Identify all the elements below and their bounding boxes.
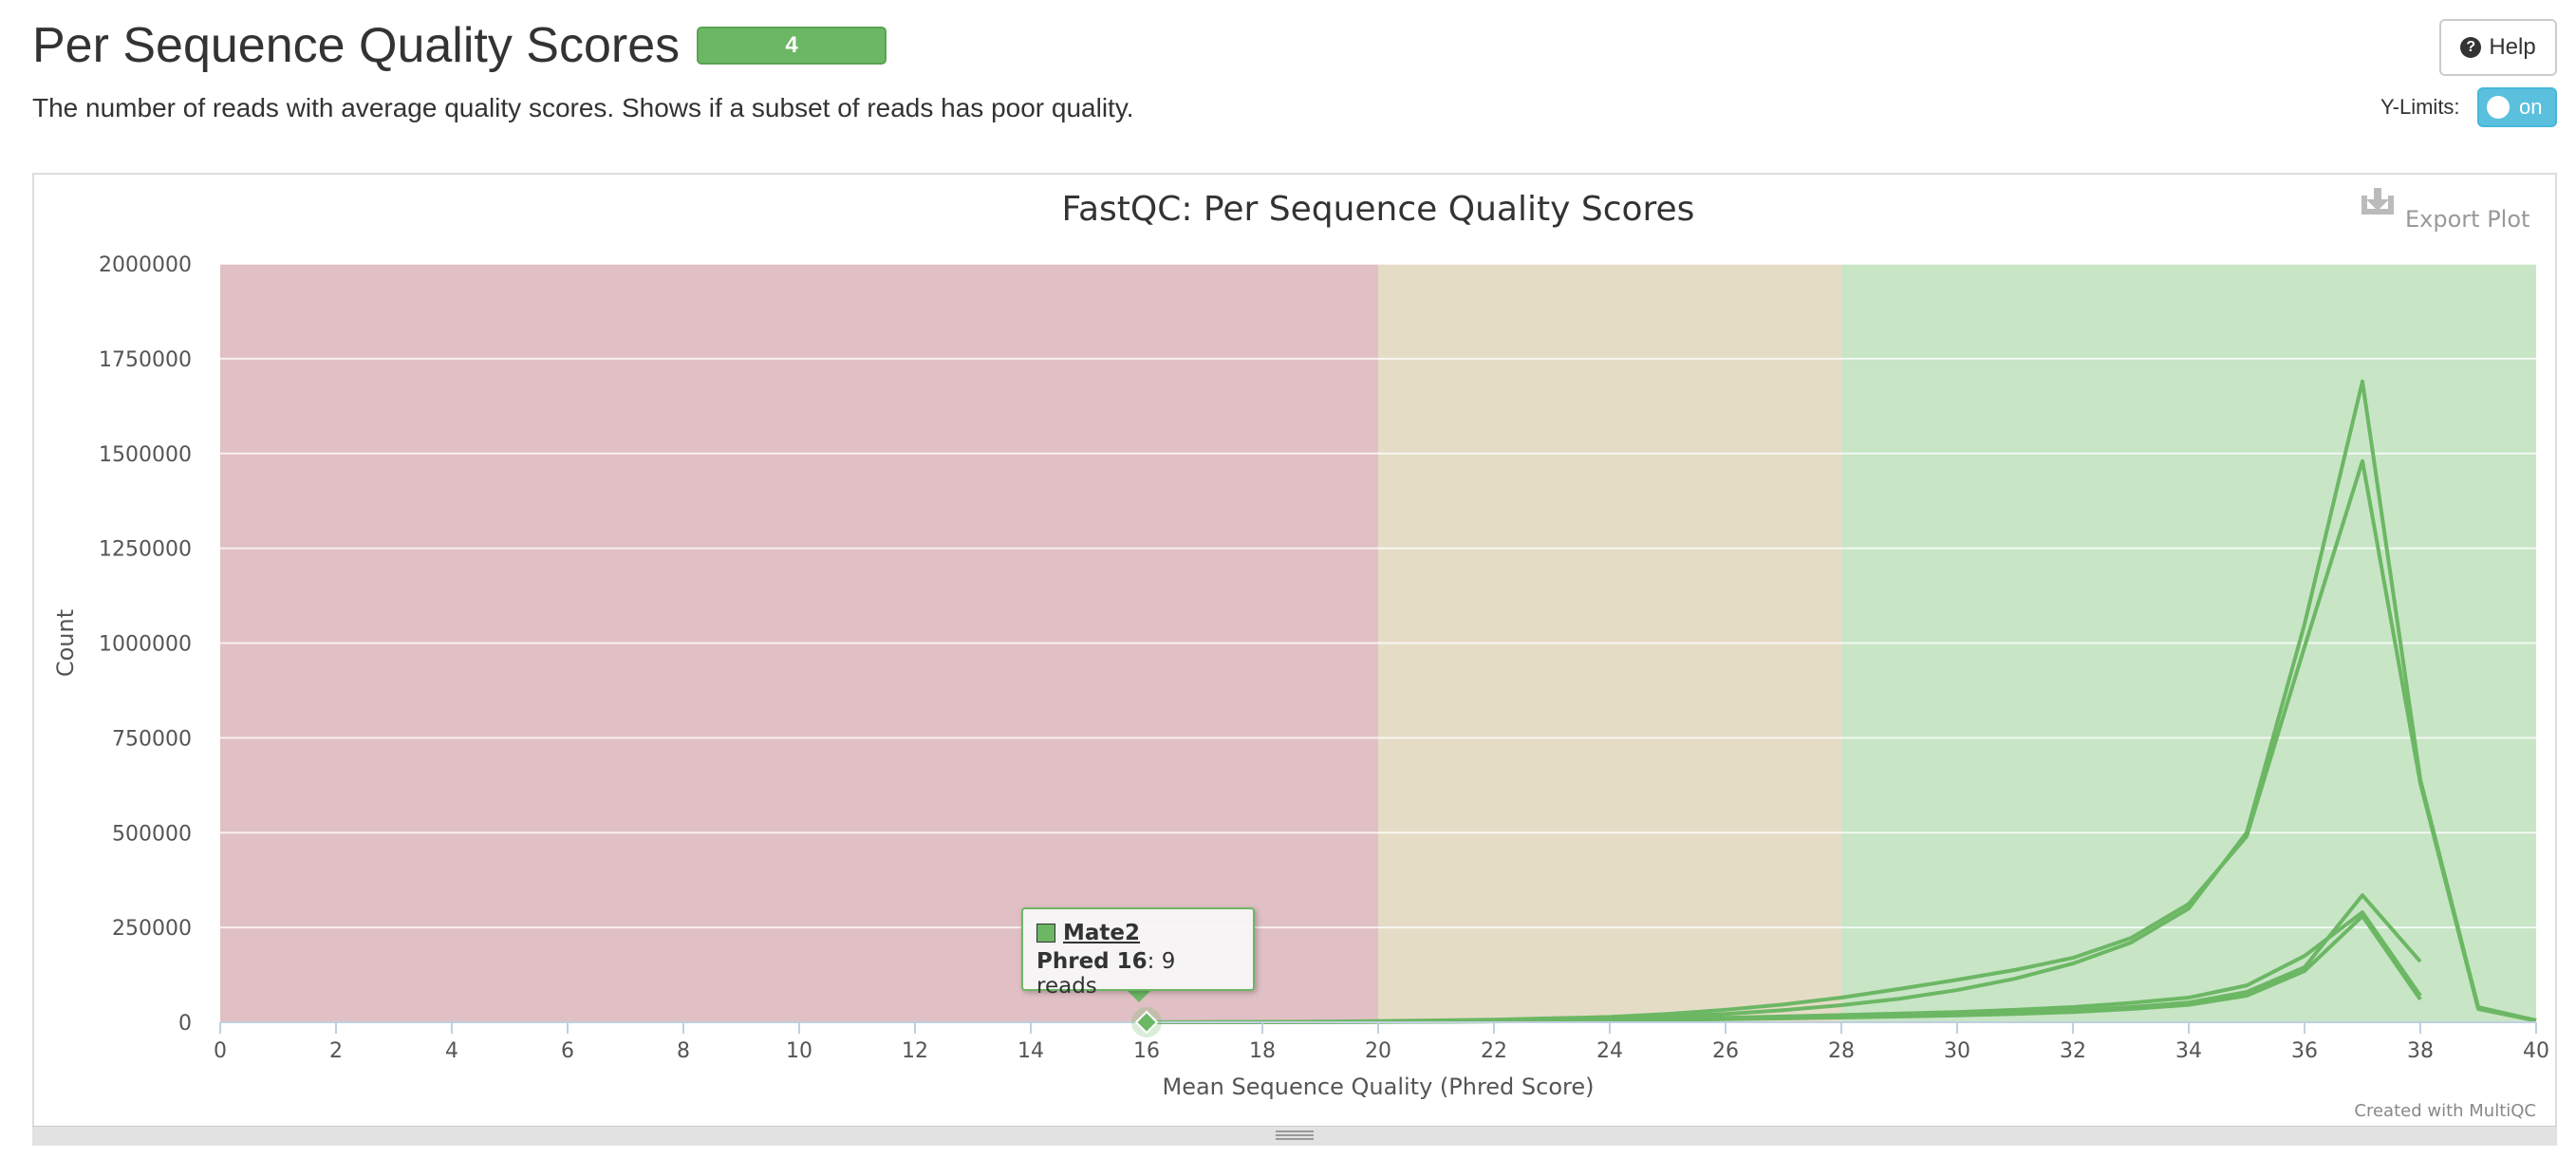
y-tick-label: 1750000	[99, 348, 192, 372]
export-plot-button[interactable]: Export Plot	[2361, 188, 2529, 233]
x-tick-label: 20	[1365, 1039, 1391, 1063]
help-button[interactable]: ? Help	[2439, 19, 2557, 76]
y-tick-label: 0	[178, 1012, 192, 1036]
ylimits-label: Y-Limits:	[2380, 95, 2460, 119]
y-tick-label: 1000000	[99, 633, 192, 657]
tooltip: Mate2 Phred 16: 9 reads	[1021, 907, 1255, 999]
question-circle-icon: ?	[2460, 37, 2482, 58]
resize-handle[interactable]	[32, 1126, 2557, 1146]
x-tick-label: 28	[1828, 1039, 1855, 1063]
tooltip-caret	[1126, 989, 1152, 1002]
x-tick-label: 2	[329, 1039, 343, 1063]
chart-title: FastQC: Per Sequence Quality Scores	[1062, 190, 1695, 229]
x-tick-label: 32	[2060, 1039, 2086, 1063]
x-tick-label: 22	[1481, 1039, 1507, 1063]
y-tick-label: 2000000	[99, 253, 192, 277]
tooltip-series-name[interactable]: Mate2	[1063, 921, 1141, 945]
series-line-2[interactable]	[1146, 458, 2537, 1024]
toggle-label: on	[2519, 95, 2543, 119]
tooltip-swatch	[1036, 924, 1055, 943]
x-tick-label: 36	[2291, 1039, 2318, 1063]
y-tick-label: 500000	[112, 822, 192, 846]
y-tick-label: 750000	[112, 727, 192, 751]
x-tick-label: 4	[445, 1039, 458, 1063]
x-tick-label: 16	[1133, 1039, 1160, 1063]
y-tick-label: 1500000	[99, 443, 192, 467]
x-tick-label: 12	[902, 1039, 928, 1063]
x-tick-label: 34	[2175, 1039, 2202, 1063]
gridlines	[220, 263, 2536, 929]
download-icon	[2361, 188, 2394, 215]
tooltip-key: Phred 16	[1036, 949, 1148, 974]
x-tick-label: 26	[1712, 1039, 1739, 1063]
x-tick-label: 40	[2523, 1039, 2549, 1063]
x-tick-label: 24	[1596, 1039, 1623, 1063]
hover-marker-layer	[1131, 1006, 1162, 1037]
y-axis-label: Count	[52, 609, 79, 677]
y-tick-labels: 0 250000 500000 750000 1000000 1250000 1500000…	[99, 253, 192, 1036]
toggle-knob	[2487, 96, 2510, 119]
x-tick-label: 0	[214, 1039, 227, 1063]
section-description: The number of reads with average quality…	[32, 93, 1134, 122]
y-tick-label: 1250000	[99, 538, 192, 562]
tooltip-value: : 9 reads	[1036, 949, 1176, 999]
export-plot-label: Export Plot	[2405, 206, 2529, 233]
x-tick-label: 14	[1017, 1039, 1044, 1063]
credit-label: Created with MultiQC	[2354, 1101, 2536, 1121]
x-tick-label: 8	[677, 1039, 690, 1063]
ylimits-toggle[interactable]: on	[2477, 87, 2557, 127]
x-tick-label: 30	[1944, 1039, 1970, 1063]
x-tick-label: 10	[786, 1039, 812, 1063]
grip-icon	[1276, 1130, 1314, 1142]
x-tick-labels: 0 2 4 6 8 10 12 14 16 18 20 22 24 26 28 30 32 34 36 38 40	[214, 1022, 2549, 1063]
hover-marker[interactable]	[1134, 1010, 1159, 1035]
x-tick-label: 18	[1249, 1039, 1276, 1063]
help-label: Help	[2489, 34, 2536, 60]
page-title: Per Sequence Quality Scores	[32, 18, 681, 73]
status-badge[interactable]: 4	[697, 27, 887, 65]
y-tick-label: 250000	[112, 917, 192, 941]
x-axis-label: Mean Sequence Quality (Phred Score)	[1162, 1074, 1594, 1100]
x-tick-label: 38	[2407, 1039, 2434, 1063]
x-tick-label: 6	[561, 1039, 574, 1063]
